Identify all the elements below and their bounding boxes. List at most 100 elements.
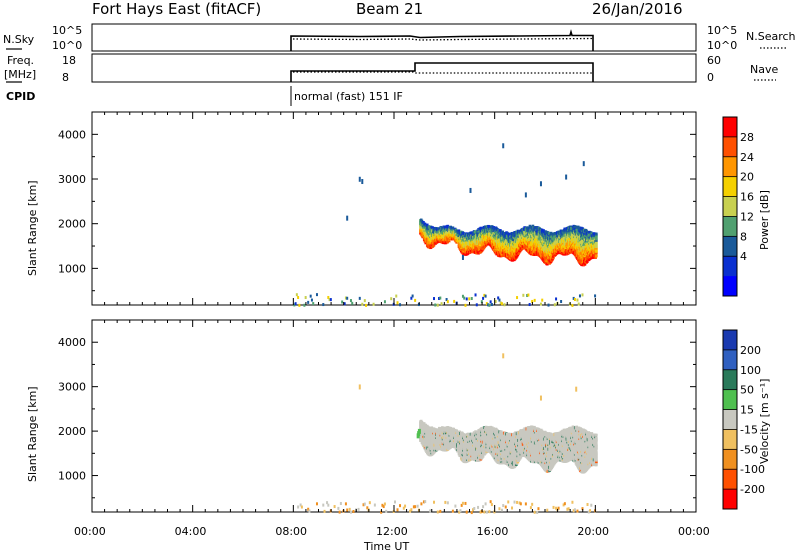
power-cell (329, 298, 332, 302)
power-cell (522, 293, 525, 297)
power-cell (446, 231, 449, 235)
power-cell (581, 239, 585, 243)
power-cell (523, 226, 526, 230)
power-cell (432, 243, 436, 247)
velocity-cell (496, 429, 499, 433)
power-cell (582, 244, 585, 248)
power-cell (528, 226, 532, 230)
power-cell (595, 237, 598, 241)
power-cell (494, 300, 497, 304)
power-cell (536, 230, 539, 234)
power-cell (534, 249, 538, 253)
power-cell (310, 298, 313, 302)
power-colorbar-tick-label: 8 (740, 230, 747, 243)
power-cell (451, 229, 455, 233)
power-cell (595, 235, 598, 239)
power-cell (470, 297, 473, 301)
power-cell (422, 221, 425, 225)
power-cell (594, 294, 597, 298)
velocity-cell (500, 461, 504, 465)
power-cell (451, 228, 455, 232)
power-cell (396, 301, 399, 305)
power-colorbar-swatch (723, 196, 737, 217)
power-cell (462, 233, 465, 237)
power-cell (499, 244, 502, 248)
freq-panel-frame (91, 53, 697, 83)
power-cell (447, 239, 451, 243)
power-cell (546, 237, 550, 241)
power-cell (548, 232, 551, 236)
power-cell (453, 299, 456, 303)
velocity-cell (437, 447, 440, 451)
cpid-value: normal (fast) 151 IF (294, 90, 403, 103)
power-cell (595, 232, 598, 236)
power-cell (469, 187, 472, 193)
power-cell (442, 230, 446, 234)
nsky-label: N.Sky (3, 33, 35, 46)
power-cell (595, 234, 598, 238)
power-cell (563, 252, 566, 256)
power-cell (568, 228, 572, 232)
power-cell (537, 247, 541, 251)
velocity-cell (443, 428, 446, 432)
power-scatter (293, 143, 598, 307)
power-cell (582, 161, 585, 167)
power-cell (514, 247, 517, 251)
power-cell (525, 231, 529, 235)
power-cell (390, 297, 393, 301)
power-cell (518, 246, 522, 250)
power-cell (446, 300, 449, 304)
power-cell (440, 302, 443, 306)
power-cell (436, 303, 439, 307)
power-cell (438, 227, 441, 231)
power-cell (552, 256, 555, 260)
power-cell (549, 231, 553, 235)
power-cell (358, 296, 361, 300)
power-cell (433, 236, 437, 240)
power-cell (527, 293, 530, 297)
nsky-tick-bottom: 10^0 (52, 39, 82, 52)
power-cell (539, 250, 542, 254)
power-cell (502, 143, 505, 149)
velocity-cell (480, 427, 483, 431)
power-cell (583, 262, 587, 266)
power-cell (444, 241, 448, 245)
power-cell (411, 294, 414, 298)
power-cell (346, 296, 349, 300)
power-cell (531, 299, 534, 303)
power-cell (502, 236, 505, 240)
power-cell (365, 303, 368, 307)
power-cell (500, 254, 504, 258)
power-cell (482, 296, 485, 300)
power-cell (563, 240, 566, 244)
power-cell (524, 237, 527, 241)
power-cell (542, 257, 545, 261)
power-cell (475, 246, 479, 250)
power-cell (516, 296, 519, 300)
power-cell (583, 258, 586, 262)
power-cell (298, 303, 301, 307)
power-cell (564, 241, 567, 245)
power-cell (531, 248, 535, 252)
power-cell (438, 297, 441, 301)
power-cell (293, 303, 296, 307)
power-cell (507, 237, 511, 241)
power-cell (500, 243, 504, 247)
power-cell (532, 251, 536, 255)
power-cell (343, 302, 346, 306)
power-cell (439, 296, 442, 300)
power-cell (501, 246, 505, 250)
power-cell (557, 250, 560, 254)
power-cell (492, 230, 496, 234)
power-cell (595, 240, 598, 244)
power-cell (557, 238, 560, 242)
nsearch-label: N.Search (746, 30, 796, 43)
power-cell (528, 224, 532, 228)
power-cell (466, 251, 470, 255)
velocity-cell (442, 426, 446, 430)
power-cell (312, 302, 315, 306)
power-cell (539, 302, 542, 306)
power-cell (581, 293, 584, 297)
